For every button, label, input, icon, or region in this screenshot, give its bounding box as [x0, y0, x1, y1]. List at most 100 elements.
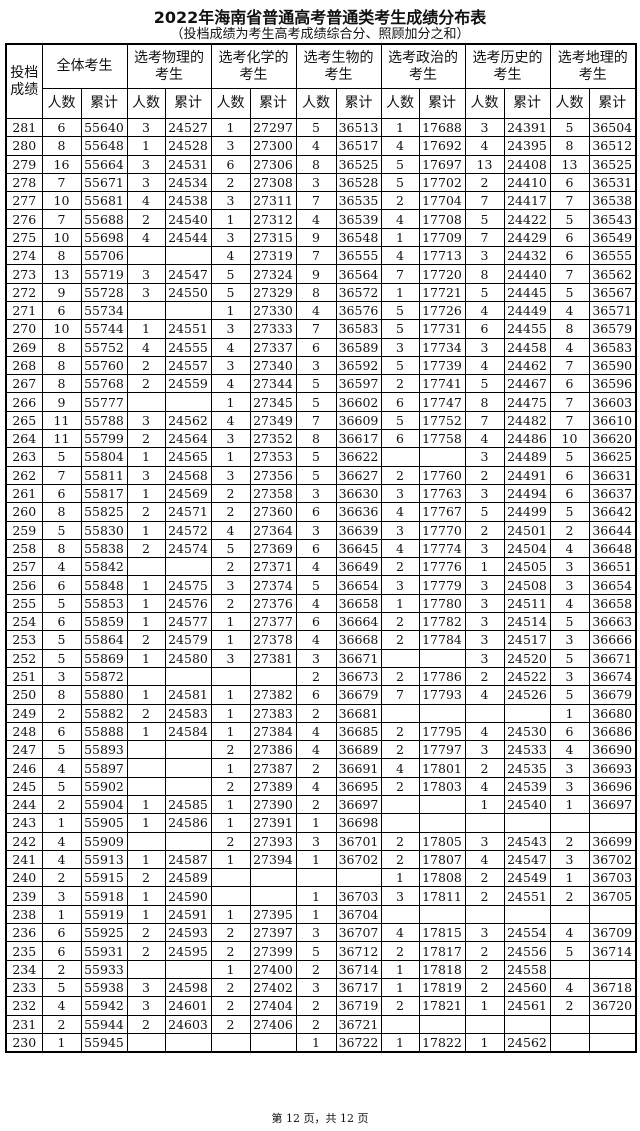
cumulative-cell: 24574 [164, 538, 212, 559]
table-row: 236 6 55925 2 24593 2 27397 3 36707 4 17815 3 24554 4… [5, 923, 637, 943]
count-cell: 1 [380, 227, 420, 248]
score-cell: 267 [5, 374, 43, 394]
cumulative-cell: 55688 [80, 209, 128, 229]
count-cell: 1 [126, 136, 166, 156]
count-cell: 1 [380, 868, 420, 888]
cumulative-cell: 27391 [249, 813, 297, 833]
cumulative-cell: 24593 [164, 923, 212, 943]
count-cell: 2 [380, 666, 420, 687]
count-cell: 1 [126, 648, 166, 668]
score-cell: 241 [5, 849, 43, 870]
cumulative-cell: 36548 [335, 227, 382, 248]
count-cell: 5 [549, 685, 590, 705]
count-cell: 3 [549, 575, 590, 595]
count-cell [549, 1032, 590, 1053]
cumulative-cell: 24558 [503, 959, 551, 979]
cumulative-header: 累计 [418, 88, 466, 119]
count-cell: 5 [464, 282, 505, 302]
score-cell: 252 [5, 648, 43, 668]
score-cell: 253 [5, 630, 43, 650]
count-cell: 2 [380, 941, 420, 961]
count-cell: 5 [295, 941, 337, 961]
count-cell: 8 [41, 538, 82, 559]
cumulative-cell: 24530 [503, 721, 551, 742]
table-row: 277 10 55681 4 24538 3 27311 7 36535 2 17704 7 24417… [5, 191, 637, 211]
count-cell: 10 [41, 227, 82, 248]
cumulative-cell: 17807 [418, 849, 466, 870]
count-cell: 2 [210, 593, 251, 614]
count-cell: 3 [126, 172, 166, 193]
count-cell: 7 [41, 172, 82, 193]
table-row: 252 5 55869 1 24580 3 27381 3 36671 3 24520 5 36671 [5, 648, 637, 668]
count-cell: 11 [41, 429, 82, 449]
table-row: 278 7 55671 3 24534 2 27308 3 36528 5 17702 2 24410 6… [5, 172, 637, 193]
count-cell: 5 [549, 648, 590, 668]
cumulative-cell: 17726 [418, 300, 466, 321]
count-cell: 6 [295, 538, 337, 559]
count-cell: 5 [464, 374, 505, 394]
cumulative-cell: 36517 [335, 136, 382, 156]
table-row: 232 4 55942 3 24601 2 27404 2 36719 2 17821 1 24561 2… [5, 996, 637, 1016]
score-cell: 240 [5, 868, 43, 888]
count-cell: 1 [210, 794, 251, 815]
count-cell: 3 [464, 612, 505, 632]
cumulative-cell: 17776 [418, 557, 466, 577]
count-cell: 3 [549, 849, 590, 870]
cumulative-cell: 36627 [335, 465, 382, 485]
count-cell [126, 666, 166, 687]
cumulative-cell: 36696 [588, 776, 637, 796]
cumulative-cell [249, 886, 297, 906]
cumulative-cell: 24458 [503, 337, 551, 357]
cumulative-cell: 27358 [249, 483, 297, 504]
count-cell: 16 [41, 154, 82, 174]
count-cell: 4 [549, 923, 590, 943]
count-cell: 2 [210, 1014, 251, 1034]
cumulative-cell: 27386 [249, 740, 297, 760]
count-cell: 8 [41, 246, 82, 266]
table-row: 255 5 55853 1 24576 2 27376 4 36658 1 17780 3 24511 4… [5, 593, 637, 614]
cumulative-cell: 24569 [164, 483, 212, 504]
count-cell: 1 [126, 593, 166, 614]
cumulative-cell: 55904 [80, 794, 128, 815]
cumulative-cell: 27330 [249, 300, 297, 321]
count-cell: 2 [380, 374, 420, 394]
table-row: 271 6 55734 1 27330 4 36576 5 17726 4 24449 4 36571 [5, 300, 637, 321]
cumulative-cell: 36721 [335, 1014, 382, 1034]
count-cell: 2 [464, 666, 505, 687]
cumulative-cell: 36555 [335, 246, 382, 266]
cumulative-header: 累计 [503, 88, 551, 119]
cumulative-header: 累计 [335, 88, 382, 119]
cumulative-cell: 17779 [418, 575, 466, 595]
count-cell: 13 [549, 154, 590, 174]
count-cell: 8 [295, 429, 337, 449]
score-cell: 249 [5, 703, 43, 723]
count-cell: 1 [126, 813, 166, 833]
cumulative-cell: 24391 [503, 117, 551, 138]
score-cell: 276 [5, 209, 43, 229]
cumulative-cell: 27381 [249, 648, 297, 668]
cumulative-cell: 27394 [249, 849, 297, 870]
cumulative-cell: 24544 [164, 227, 212, 248]
count-cell: 4 [295, 776, 337, 796]
group-header: 选考政治的考生 [380, 43, 466, 89]
table-row: 239 3 55918 1 24590 1 36703 3 17811 2 24551 2 36705 [5, 886, 637, 906]
cumulative-cell: 24432 [503, 246, 551, 266]
cumulative-cell: 27319 [249, 246, 297, 266]
cumulative-cell: 36697 [588, 794, 637, 815]
count-cell [126, 557, 166, 577]
cumulative-cell: 36695 [335, 776, 382, 796]
count-cell: 4 [464, 300, 505, 321]
score-cell: 272 [5, 282, 43, 302]
cumulative-cell: 17808 [418, 868, 466, 888]
count-cell: 8 [41, 355, 82, 376]
cumulative-cell: 36720 [588, 996, 637, 1016]
table-row: 250 8 55880 1 24581 1 27382 6 36679 7 17793 4 24526 5… [5, 685, 637, 705]
count-cell: 8 [295, 282, 337, 302]
count-cell: 4 [380, 758, 420, 778]
cumulative-cell: 36663 [588, 612, 637, 632]
count-cell: 4 [295, 593, 337, 614]
count-cell: 6 [549, 172, 590, 193]
cumulative-cell: 24538 [164, 191, 212, 211]
count-cell: 4 [380, 209, 420, 229]
score-cell: 273 [5, 264, 43, 284]
